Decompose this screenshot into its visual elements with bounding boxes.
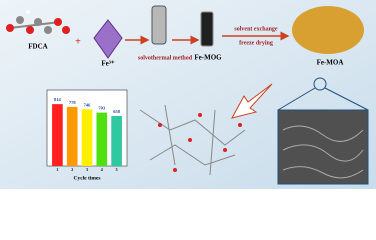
bar <box>96 112 108 166</box>
bar <box>81 109 93 166</box>
solvothermal-label: solvothermal method <box>138 55 193 61</box>
solvent-exchange-label: solvent exchange <box>234 26 278 32</box>
x-tick-label: 3 <box>86 167 88 172</box>
bar <box>66 106 78 166</box>
vial <box>200 11 214 47</box>
value-label: 658 <box>113 109 121 114</box>
autoclave <box>151 5 167 45</box>
sem-image <box>277 109 369 185</box>
value-label: 746 <box>84 102 92 107</box>
x-tick-label: 1 <box>56 167 58 172</box>
scheme: FDCA + Fe³⁺ solvothermal method Fe-MOG s… <box>0 0 376 189</box>
zoom-line <box>277 87 316 111</box>
fe-octahedron <box>93 19 123 59</box>
zoom-circle <box>313 77 327 91</box>
freeze-drying-label: freeze drying <box>239 40 273 46</box>
fdca-label: FDCA <box>28 43 47 51</box>
page: FDCA + Fe³⁺ solvothermal method Fe-MOG s… <box>0 0 376 189</box>
value-label: 703 <box>98 106 106 111</box>
network <box>139 104 246 176</box>
inset-x-label: Cycle times <box>73 175 100 181</box>
value-label: 814 <box>54 97 62 102</box>
x-tick-label: 2 <box>71 167 73 172</box>
fe3-label: Fe³⁺ <box>101 60 114 68</box>
femog-label: Fe-MOG <box>194 54 222 62</box>
x-tick-label: 4 <box>101 167 103 172</box>
femoa-label: Fe-MOA <box>317 59 344 67</box>
fdca-molecule <box>6 10 70 34</box>
big-arrow <box>231 83 273 119</box>
sem-texture <box>282 125 364 179</box>
fe-moa-aerogel <box>292 6 364 54</box>
plus: + <box>75 36 81 47</box>
zoom-line <box>324 87 369 111</box>
x-tick-label: 5 <box>116 167 118 172</box>
bar <box>52 104 63 166</box>
bar <box>111 115 122 166</box>
value-label: 778 <box>69 100 77 105</box>
